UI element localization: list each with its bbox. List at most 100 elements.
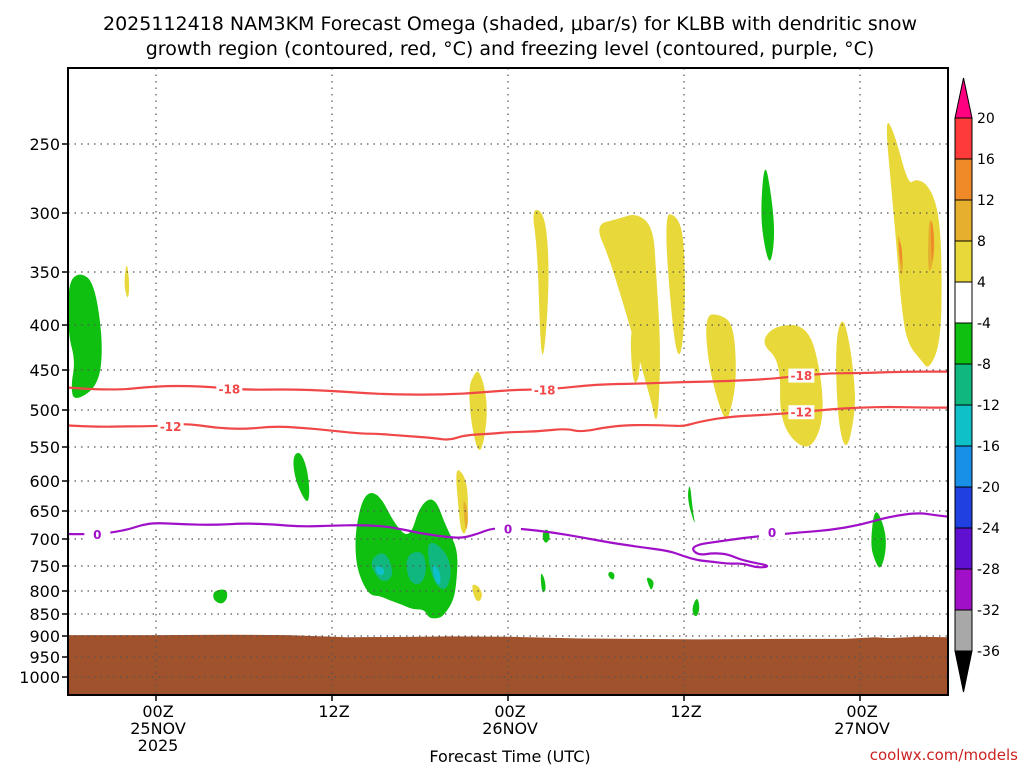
omega-region-positive-12-16-1 [930,221,934,261]
x-tick-label-36-0: 12Z [670,702,701,721]
colorbar-band-3 [954,240,973,283]
contour-label--12-1: -12 [790,406,812,420]
omega-region-positive-4-8-11 [472,584,482,602]
y-tick-label-800: 800 [29,582,60,601]
x-axis-label: Forecast Time (UTC) [429,747,590,766]
omega-region-negative-4-8-10 [692,599,700,617]
plot-area [68,122,948,695]
colorbar-label-1: 16 [977,152,995,168]
omega-region-negative-8-12-0 [371,553,393,581]
y-tick-label-900: 900 [29,627,60,646]
contour-label-0-2: 0 [768,526,776,540]
colorbar-band-7 [954,404,973,447]
y-tick-label-1000: 1000 [19,668,60,687]
colorbar-band-9 [954,486,973,529]
y-tick-label-650: 650 [29,502,60,521]
contour-label-bg [84,527,111,542]
temperature-contours: -18 -18 -18 -12 -12 0 0 0 [68,368,948,569]
colorbar-band-6 [954,363,973,406]
colorbar-label-8: -16 [977,439,1000,455]
colorbar-label-4: 4 [977,275,986,291]
omega-region-negative-4-8-0 [68,274,102,398]
colorbar-arrow-bottom [954,650,973,693]
contour-label-bg [216,382,243,397]
title-line-1: 2025112418 NAM3KM Forecast Omega (shaded… [103,13,917,35]
y-tick-label-300: 300 [29,204,60,223]
contour-label-bg [788,368,815,383]
contour-label--18-2: -18 [790,369,812,383]
colorbar-label-11: -28 [977,562,1000,578]
contour-label-bg [157,419,184,434]
omega-region-negative-4-8-8 [688,486,695,523]
contour-label-bg [495,521,521,536]
colorbar-band-1 [954,158,973,201]
y-tick-label-450: 450 [29,361,60,380]
colorbar-arrow-top [954,77,973,119]
colorbar-label-0: 20 [977,111,995,127]
omega-region-positive-4-8-4 [666,214,685,355]
contour-label--12-0: -12 [160,420,182,434]
contour-label-0-1: 0 [504,522,512,536]
x-tick-label-0-1: 25NOV [130,719,186,738]
colorbar-label-7: -12 [977,398,1000,414]
y-axis-ticks: 250 300 350 400 450 500 550 600 650 700 750 800 850 9… [19,135,68,687]
contour-label--18-1: -18 [534,384,556,398]
omega-region-negative-4-8-6 [608,571,615,580]
x-tick-label-0-0: 00Z [142,702,173,721]
omega-region-negative-12-16-1 [432,565,441,585]
colorbar-band-2 [954,199,973,242]
omega-region-positive-4-8-7 [764,325,823,447]
x-tick-label-24-1: 26NOV [482,719,538,738]
contour-label-0-0: 0 [93,528,101,542]
y-tick-label-700: 700 [29,530,60,549]
y-tick-label-600: 600 [29,472,60,491]
omega-region-positive-4-8-8 [836,321,855,446]
colorbar-label-12: -32 [977,603,1000,619]
colorbar-label-2: 12 [977,193,995,209]
omega-region-positive-4-8-0 [124,266,130,298]
colorbar-band-8 [954,445,973,488]
omega-region-positive-4-8-6 [706,314,736,419]
x-tick-label-48-0: 00Z [846,702,877,721]
omega-region-positive-12-16-0 [898,241,902,265]
y-tick-label-850: 850 [29,605,60,624]
chart-title: 2025112418 NAM3KM Forecast Omega (shaded… [103,13,917,60]
omega-region-negative-4-8-1 [293,452,310,501]
title-line-2: growth region (contoured, red, °C) and f… [146,38,875,60]
colorbar-label-6: -8 [977,357,991,373]
omega-region-negative-8-12-1 [406,551,426,585]
omega-region-positive-4-8-2 [533,209,549,355]
x-tick-label-48-1: 27NOV [834,719,890,738]
omega-region-negative-4-8-11 [871,512,886,568]
omega-region-negative-12-16-0 [376,566,385,576]
colorbar-band-11 [954,568,973,611]
contour-label-bg [788,405,815,420]
colorbar-label-13: -36 [977,644,1000,660]
y-tick-label-750: 750 [29,557,60,576]
x-tick-label-0-2: 2025 [138,736,179,755]
omega-region-positive-4-8-3 [599,215,660,420]
colorbar-band-5 [954,322,973,365]
x-tick-label-24-0: 00Z [494,702,525,721]
omega-region-positive-4-8-9 [886,122,942,367]
omega-region-positive-4-8-5 [630,328,640,383]
colorbar-band-10 [954,527,973,570]
colorbar-band-4 [954,281,973,324]
y-tick-label-250: 250 [29,135,60,154]
colorbar-label-3: 8 [977,234,986,250]
omega-region-negative-4-8-3 [355,493,458,619]
colorbar-label-5: -4 [977,316,991,332]
colorbar-band-12 [954,609,973,652]
contour-line-0-2 [68,512,948,569]
y-tick-label-400: 400 [29,316,60,335]
omega-region-negative-4-8-2 [213,589,228,604]
contour-label-bg [759,525,785,540]
y-tick-label-550: 550 [29,438,60,457]
y-tick-label-500: 500 [29,401,60,420]
y-tick-label-950: 950 [29,648,60,667]
omega-region-positive-4-8-1 [469,371,487,451]
contour-label-bg [531,383,558,397]
omega-region-negative-4-8-9 [761,169,775,261]
